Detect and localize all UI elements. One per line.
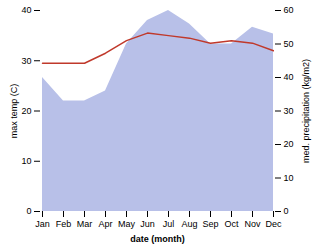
svg-text:Sep: Sep (202, 219, 218, 229)
svg-text:med. precipitation (kg/m2): med. precipitation (kg/m2) (301, 59, 311, 163)
svg-text:30: 30 (284, 106, 294, 116)
svg-text:30: 30 (21, 56, 31, 66)
svg-text:Jan: Jan (35, 219, 50, 229)
svg-text:20: 20 (284, 139, 294, 149)
svg-text:0: 0 (284, 206, 289, 216)
svg-text:40: 40 (284, 72, 294, 82)
svg-text:Mar: Mar (77, 219, 93, 229)
svg-text:0: 0 (26, 206, 31, 216)
svg-text:May: May (118, 219, 136, 229)
svg-text:Jul: Jul (163, 219, 175, 229)
svg-text:Nov: Nov (244, 219, 261, 229)
svg-text:Apr: Apr (98, 219, 112, 229)
svg-text:50: 50 (284, 39, 294, 49)
svg-text:max temp (C): max temp (C) (9, 84, 19, 139)
svg-text:Aug: Aug (181, 219, 197, 229)
svg-text:date (month): date (month) (130, 234, 185, 244)
svg-text:60: 60 (284, 5, 294, 15)
svg-text:Jun: Jun (140, 219, 155, 229)
svg-text:10: 10 (284, 173, 294, 183)
svg-text:20: 20 (21, 106, 31, 116)
svg-text:10: 10 (21, 156, 31, 166)
svg-text:Oct: Oct (224, 219, 239, 229)
svg-text:40: 40 (21, 5, 31, 15)
svg-text:Feb: Feb (56, 219, 72, 229)
svg-text:Dec: Dec (265, 219, 282, 229)
